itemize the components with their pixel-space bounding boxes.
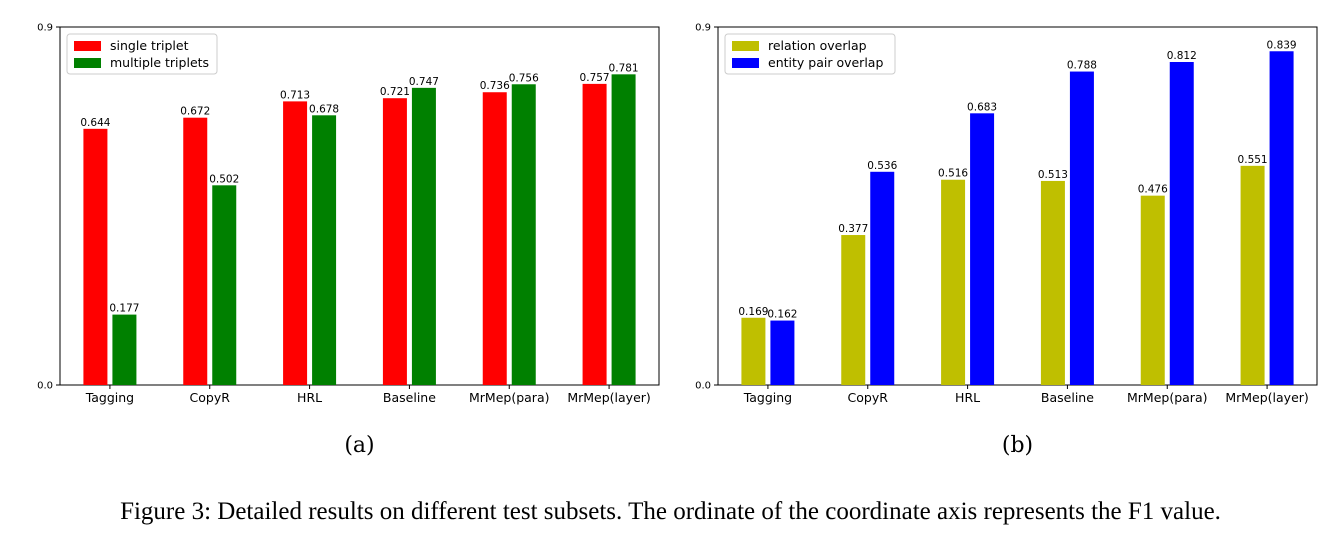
bar: [1169, 62, 1194, 385]
data-label: 0.721: [380, 86, 410, 98]
data-label: 0.502: [209, 173, 239, 185]
bar: [741, 317, 766, 385]
plot-frame: [717, 26, 1318, 386]
legend-swatch: [732, 41, 759, 51]
data-label: 0.678: [309, 103, 339, 115]
data-label: 0.536: [867, 160, 897, 172]
data-label: 0.788: [1067, 60, 1097, 72]
legend-label: multiple triplets: [110, 55, 209, 70]
bar: [1069, 71, 1094, 385]
x-tick-label: MrMep(para): [469, 390, 549, 405]
y-tick-label: 0.9: [37, 23, 53, 34]
data-label: 0.683: [967, 101, 997, 113]
bar: [870, 171, 895, 385]
panel-label: (a): [344, 433, 374, 458]
legend-swatch: [74, 58, 101, 68]
y-tick-label: 0.9: [695, 23, 711, 34]
legend-swatch: [74, 41, 101, 51]
x-tick-label: HRL: [297, 390, 322, 405]
y-tick-label: 0.0: [695, 381, 711, 392]
bar: [382, 98, 407, 386]
data-label: 0.757: [580, 72, 610, 84]
x-tick-label: MrMep(layer): [567, 390, 650, 405]
legend-label: entity pair overlap: [768, 55, 883, 70]
x-tick-label: CopyR: [190, 390, 231, 405]
x-tick-label: Baseline: [1041, 390, 1094, 405]
legend-box: [724, 33, 896, 75]
data-label: 0.756: [509, 72, 539, 84]
data-label: 0.377: [838, 223, 868, 235]
bar: [283, 101, 308, 385]
bar: [511, 84, 536, 385]
data-label: 0.551: [1238, 154, 1268, 166]
bar: [411, 87, 436, 386]
x-tick-label: MrMep(para): [1127, 390, 1207, 405]
bar: [1240, 165, 1265, 385]
data-label: 0.162: [767, 309, 797, 321]
bar: [1140, 195, 1165, 385]
data-label: 0.839: [1267, 39, 1297, 51]
bar: [112, 314, 137, 385]
bar: [970, 113, 995, 385]
bar: [941, 179, 966, 385]
bar: [770, 320, 795, 385]
x-tick-label: Tagging: [85, 390, 134, 405]
legend-label: relation overlap: [768, 38, 867, 53]
bar: [611, 74, 636, 385]
bar: [841, 235, 866, 385]
figure-caption: Figure 3: Detailed results on different …: [120, 498, 1221, 525]
data-label: 0.516: [938, 168, 968, 180]
data-label: 0.644: [80, 117, 110, 129]
bar: [312, 115, 337, 385]
legend-swatch: [732, 58, 759, 68]
y-tick-label: 0.0: [37, 381, 53, 392]
x-tick-label: MrMep(layer): [1225, 390, 1308, 405]
data-label: 0.476: [1138, 184, 1168, 196]
x-tick-label: HRL: [955, 390, 980, 405]
bar: [212, 185, 237, 385]
panel-label: (b): [1002, 433, 1033, 458]
bar: [1040, 180, 1065, 385]
x-tick-label: Baseline: [383, 390, 436, 405]
x-tick-label: CopyR: [848, 390, 889, 405]
legend-label: single triplet: [110, 38, 189, 53]
data-label: 0.713: [280, 89, 310, 101]
data-label: 0.672: [180, 106, 210, 118]
bar: [183, 117, 208, 386]
data-label: 0.513: [1038, 169, 1068, 181]
x-tick-label: Tagging: [743, 390, 792, 405]
legend-box: [66, 33, 218, 75]
data-label: 0.781: [609, 62, 639, 74]
data-label: 0.812: [1167, 50, 1197, 62]
bar: [482, 92, 507, 385]
bar: [582, 83, 607, 385]
bar: [1269, 51, 1294, 386]
data-label: 0.177: [109, 303, 139, 315]
chart-panel-a: 0.0 0.9 Tagging 0.644 0.177 CopyR 0.672 0.502 HR…: [37, 23, 660, 458]
data-label: 0.736: [480, 80, 510, 92]
plot-frame: [59, 26, 660, 386]
data-label: 0.747: [409, 76, 439, 88]
data-label: 0.169: [738, 306, 768, 318]
bar: [83, 128, 108, 385]
